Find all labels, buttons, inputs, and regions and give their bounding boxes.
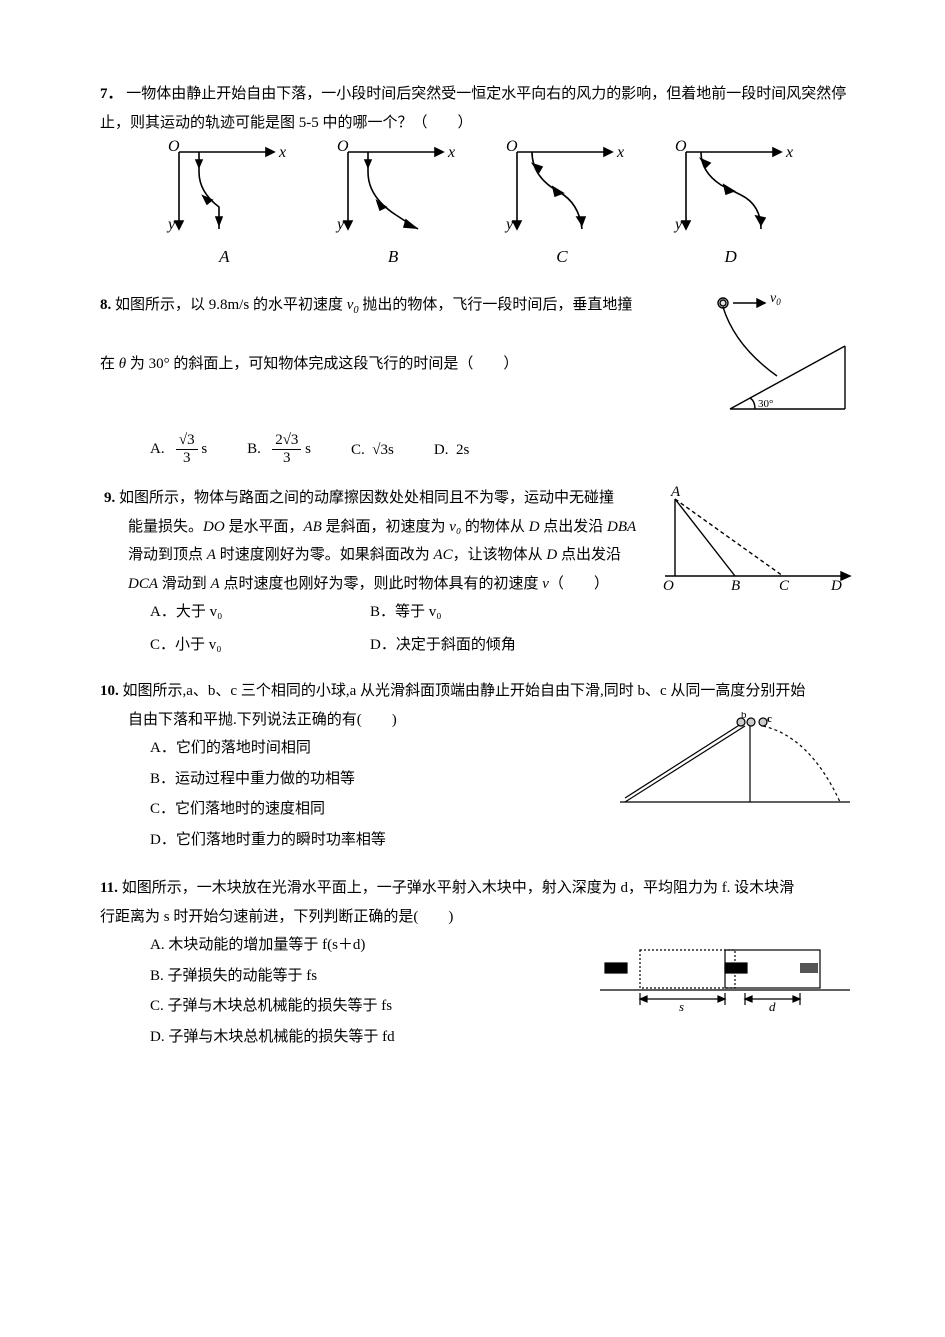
q8-diagram: v0 30° bbox=[705, 291, 855, 421]
svg-text:d: d bbox=[769, 999, 776, 1014]
q9-option-A: A．大于 v₀ bbox=[150, 598, 370, 627]
q8-v0: v0 bbox=[347, 297, 359, 313]
svg-text:30°: 30° bbox=[758, 398, 773, 410]
q11-line1: 如图所示，一木块放在光滑水平面上，一子弹水平射入木块中，射入深度为 d，平均阻力… bbox=[122, 880, 795, 896]
q9-option-B: B．等于 v₀ bbox=[370, 598, 630, 627]
q8-number: 8. bbox=[100, 297, 111, 313]
q7-diagrams: O x y A O x bbox=[100, 137, 855, 273]
q8-text4b: 为 bbox=[130, 356, 145, 372]
svg-text:x: x bbox=[616, 144, 624, 161]
svg-text:b: b bbox=[741, 712, 747, 721]
svg-text:x: x bbox=[447, 144, 455, 161]
svg-text:O: O bbox=[663, 578, 674, 594]
svg-text:x: x bbox=[278, 144, 286, 161]
q7-diagram-D: O x y D bbox=[666, 137, 796, 273]
q7-number: 7． bbox=[100, 86, 123, 102]
svg-text:c: c bbox=[767, 713, 772, 725]
svg-text:O: O bbox=[675, 138, 687, 155]
svg-text:y: y bbox=[166, 216, 176, 233]
q10-number: 10. bbox=[100, 683, 119, 699]
svg-text:y: y bbox=[504, 216, 514, 233]
question-8: v0 30° 8. 如图所示，以 9.8m/s 的水平初速度 v0 抛出的物体，… bbox=[100, 291, 855, 466]
q7-text: 一物体由静止开始自由下落，一小段时间后突然受一恒定水平向右的风力的影响，但着地前… bbox=[100, 86, 846, 131]
q11-diagram: s d bbox=[595, 935, 855, 1015]
q8-text3: 抛出的物体，飞行一段时间后，垂直地撞 bbox=[362, 297, 632, 313]
q9-diagram: A O B C D bbox=[655, 484, 855, 594]
svg-text:B: B bbox=[731, 578, 740, 594]
svg-text:D: D bbox=[830, 578, 842, 594]
q8-options: A. √33 s B. 2√33 s C. √3s D. 2s bbox=[100, 433, 855, 466]
svg-text:s: s bbox=[679, 999, 684, 1014]
q11-line2: 行距离为 s 时开始匀速前进，下列判断正确的是( ) bbox=[100, 903, 855, 932]
q8-velocity: 9.8m/s bbox=[209, 297, 249, 313]
q8-option-D: D. 2s bbox=[434, 436, 469, 465]
q9-line1: 如图所示，物体与路面之间的动摩擦因数处处相同且不为零，运动中无碰撞 bbox=[119, 490, 614, 506]
question-11: 11. 如图所示，一木块放在光滑水平面上，一子弹水平射入木块中，射入深度为 d，… bbox=[100, 874, 855, 1053]
svg-text:v0: v0 bbox=[770, 291, 781, 307]
q8-option-C: C. √3s bbox=[351, 436, 394, 465]
q10-option-D: D．它们落地时重力的瞬时功率相等 bbox=[150, 826, 855, 855]
q7-diagram-C: O x y C bbox=[497, 137, 627, 273]
q10-line1: 如图所示,a、b、c 三个相同的小球,a 从光滑斜面顶端由静止开始自由下滑,同时… bbox=[123, 683, 806, 699]
q9-option-C: C．小于 v₀ bbox=[150, 631, 370, 660]
q7-label-C: C bbox=[497, 241, 627, 273]
svg-text:O: O bbox=[168, 138, 180, 155]
question-10: 10. 如图所示,a、b、c 三个相同的小球,a 从光滑斜面顶端由静止开始自由下… bbox=[100, 677, 855, 856]
svg-text:y: y bbox=[335, 216, 345, 233]
q8-text1: 如图所示，以 bbox=[115, 297, 205, 313]
q7-label-B: B bbox=[328, 241, 458, 273]
q8-theta: θ bbox=[119, 356, 126, 372]
svg-text:A: A bbox=[670, 484, 681, 500]
q8-angle: 30° bbox=[149, 356, 170, 372]
q10-diagram: b c bbox=[615, 712, 855, 812]
question-9: A O B C D 9. 如图所示，物体与路面之间的动摩擦因数处处相同且不为零，… bbox=[100, 484, 855, 659]
q7-label-A: A bbox=[159, 241, 289, 273]
svg-text:x: x bbox=[785, 144, 793, 161]
q7-diagram-B: O x y B bbox=[328, 137, 458, 273]
svg-text:O: O bbox=[506, 138, 518, 155]
q8-option-A: A. √33 s bbox=[150, 433, 207, 466]
q7-diagram-A: O x y A bbox=[159, 137, 289, 273]
q9-number: 9. bbox=[104, 490, 115, 506]
q8-text2: 的水平初速度 bbox=[253, 297, 343, 313]
q11-number: 11. bbox=[100, 880, 118, 896]
q8-text4c: 的斜面上，可知物体完成这段飞行的时间是（ ） bbox=[173, 356, 518, 372]
svg-text:O: O bbox=[337, 138, 349, 155]
question-7: 7． 一物体由静止开始自由下落，一小段时间后突然受一恒定水平向右的风力的影响，但… bbox=[100, 80, 855, 273]
q9-option-D: D．决定于斜面的倾角 bbox=[370, 631, 630, 660]
q8-text4a: 在 bbox=[100, 356, 115, 372]
q11-option-D: D. 子弹与木块总机械能的损失等于 fd bbox=[150, 1023, 855, 1052]
svg-text:y: y bbox=[673, 216, 683, 233]
q8-option-B: B. 2√33 s bbox=[247, 433, 311, 466]
svg-text:C: C bbox=[779, 578, 790, 594]
q7-label-D: D bbox=[666, 241, 796, 273]
q9-options: A．大于 v₀ B．等于 v₀ C．小于 v₀ D．决定于斜面的倾角 bbox=[100, 598, 855, 659]
